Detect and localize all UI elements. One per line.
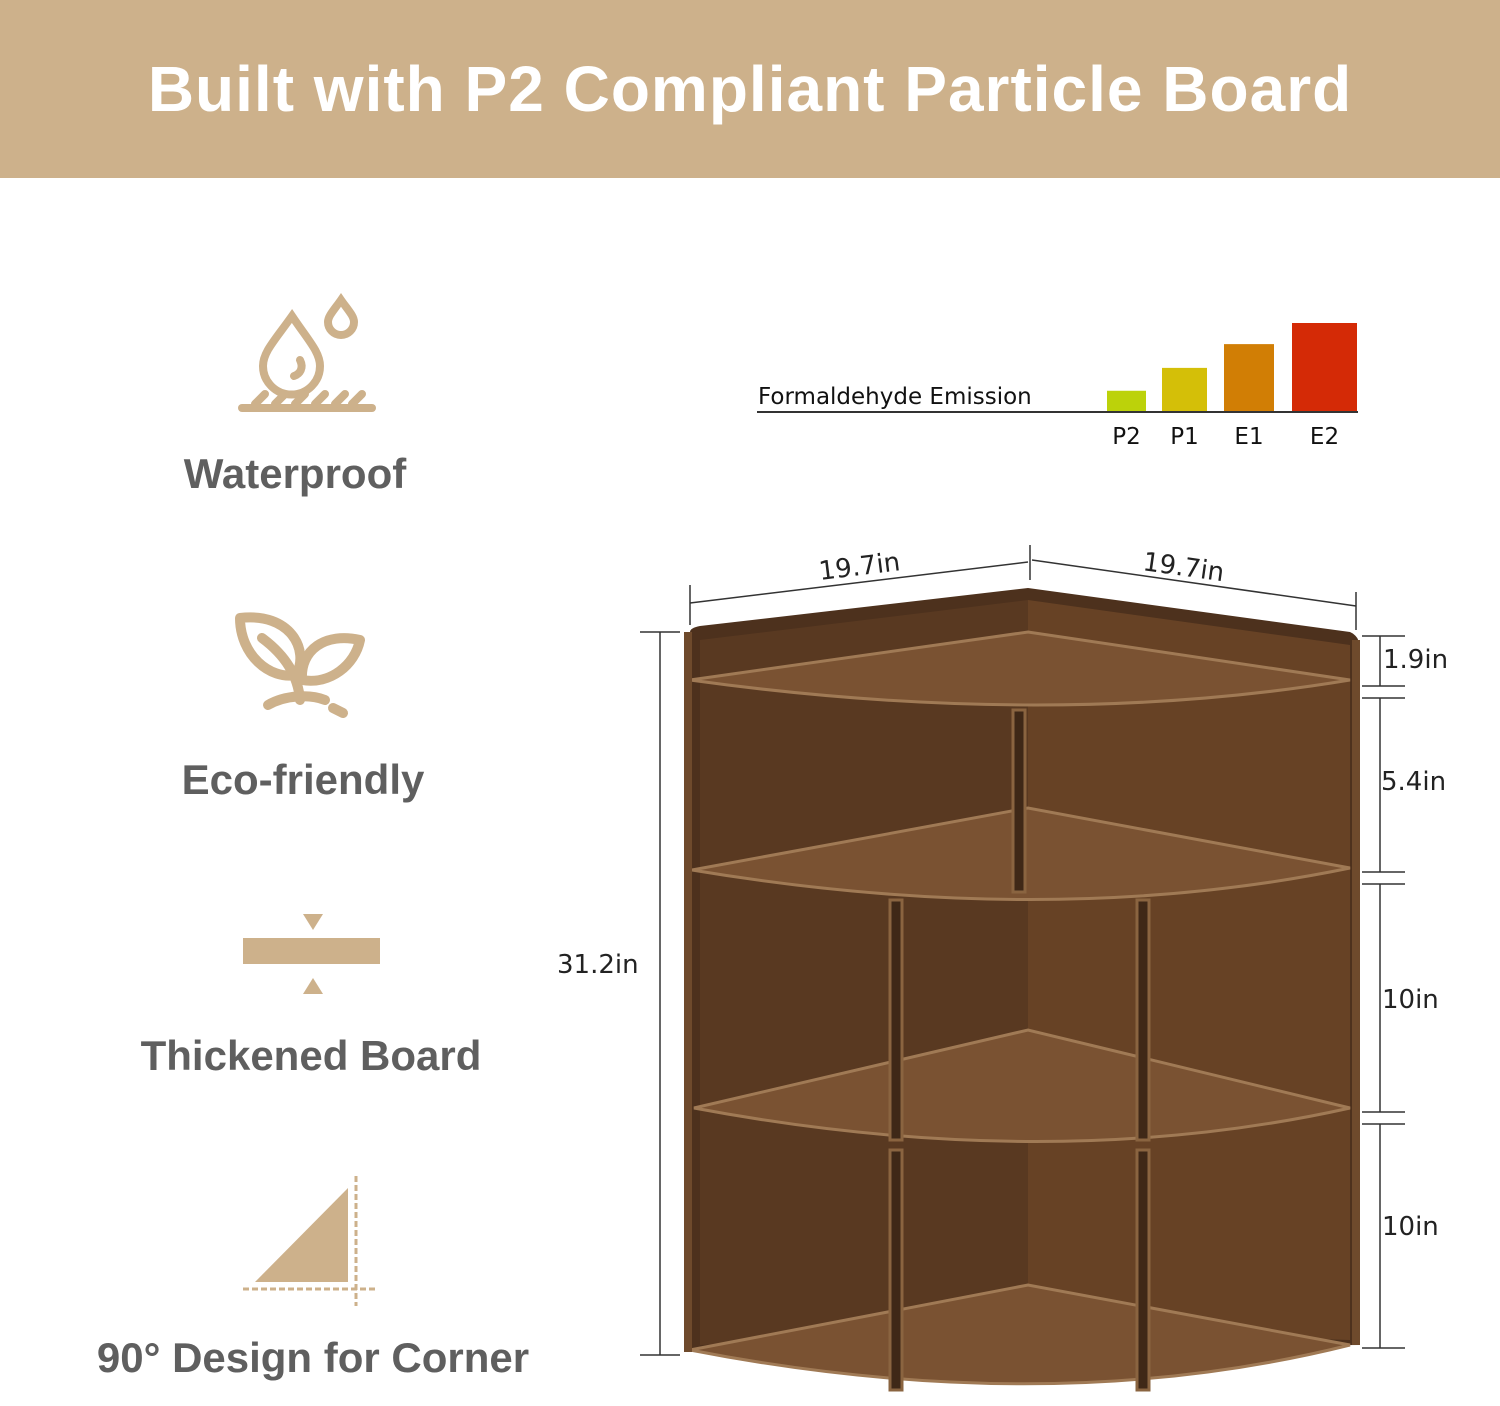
dim-tier-mid: 10in	[1382, 985, 1439, 1015]
bar-label-e1: E1	[1234, 424, 1263, 450]
sprout-icon	[235, 612, 365, 718]
bar-p2	[1107, 390, 1146, 411]
feature-eco-friendly: Eco-friendly	[181, 756, 425, 803]
feature-corner-design: 90° Design for Corner	[96, 1334, 530, 1381]
dim-rail: 1.9in	[1383, 645, 1448, 675]
header-banner: Built with P2 Compliant Particle Board	[0, 0, 1500, 178]
page-title: Built with P2 Compliant Particle Board	[147, 53, 1353, 125]
feature-thickened-board: Thickened Board	[140, 1032, 482, 1079]
emission-chart: Formaldehyde Emission P2 P1 E1 E2	[757, 323, 1358, 450]
thick-board-icon	[243, 914, 380, 994]
feature-waterproof: Waterproof	[183, 450, 407, 497]
bar-e2	[1292, 323, 1357, 411]
bar-p1	[1162, 367, 1207, 411]
corner-shelf-image	[684, 588, 1360, 1392]
bar-e1	[1224, 344, 1274, 411]
dim-tier-bottom: 10in	[1382, 1212, 1439, 1242]
bar-label-p1: P1	[1170, 424, 1199, 450]
dim-tier-top: 5.4in	[1381, 767, 1446, 797]
bar-label-p2: P2	[1112, 424, 1141, 450]
right-angle-icon	[243, 1176, 375, 1306]
dim-height-total: 31.2in	[557, 950, 639, 980]
water-drop-icon	[238, 293, 376, 412]
dim-width-left: 19.7in	[817, 547, 902, 587]
dim-width-right: 19.7in	[1141, 547, 1226, 588]
dimension-lines	[640, 545, 1405, 1356]
chart-title: Formaldehyde Emission	[758, 384, 1032, 410]
bar-label-e2: E2	[1310, 424, 1339, 450]
